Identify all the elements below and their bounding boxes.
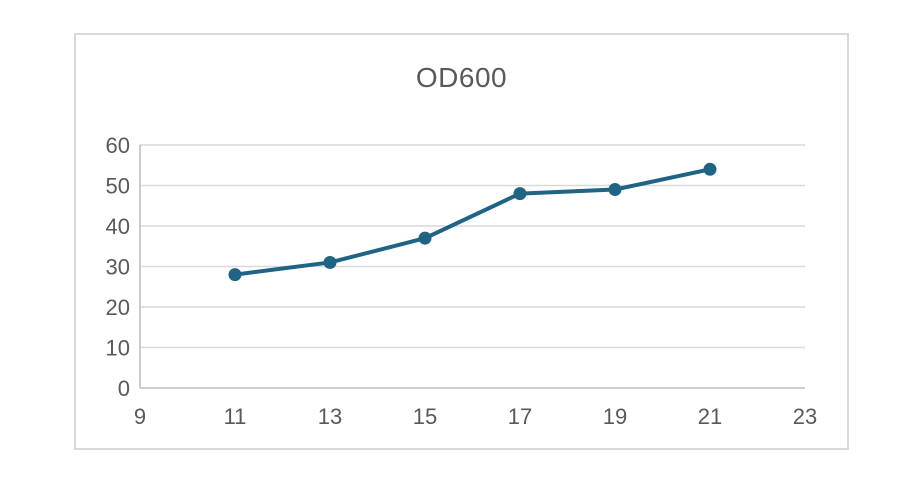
x-tick-label: 19 xyxy=(603,404,627,429)
x-tick-label: 11 xyxy=(224,404,247,429)
y-tick-label: 60 xyxy=(106,133,130,158)
x-tick-label: 15 xyxy=(413,404,437,429)
y-tick-label: 40 xyxy=(106,214,130,239)
chart-title: OD600 xyxy=(415,62,508,93)
x-tick-label: 9 xyxy=(134,404,146,429)
x-tick-label: 17 xyxy=(508,404,532,429)
data-point-marker xyxy=(228,268,242,282)
chart-container: OD600 0 10 20 30 40 50 60 9 11 13 15 17 19 21 23 xyxy=(74,33,849,450)
data-point-marker xyxy=(608,183,622,197)
y-tick-label: 20 xyxy=(106,295,130,320)
y-tick-label: 50 xyxy=(106,174,130,199)
data-point-marker xyxy=(513,187,527,201)
y-tick-label: 0 xyxy=(118,376,130,401)
data-point-marker xyxy=(703,162,717,176)
series-line xyxy=(233,167,712,277)
x-tick-label: 13 xyxy=(318,404,342,429)
data-point-marker xyxy=(418,231,432,245)
x-tick-label: 21 xyxy=(698,404,722,429)
line-chart-plot-area: 0 10 20 30 40 50 60 9 11 13 15 17 19 21 23 xyxy=(106,133,818,429)
y-tick-label: 30 xyxy=(106,255,130,280)
data-point-marker xyxy=(323,255,337,269)
y-tick-label: 10 xyxy=(106,336,130,361)
x-tick-label: 23 xyxy=(793,404,817,429)
